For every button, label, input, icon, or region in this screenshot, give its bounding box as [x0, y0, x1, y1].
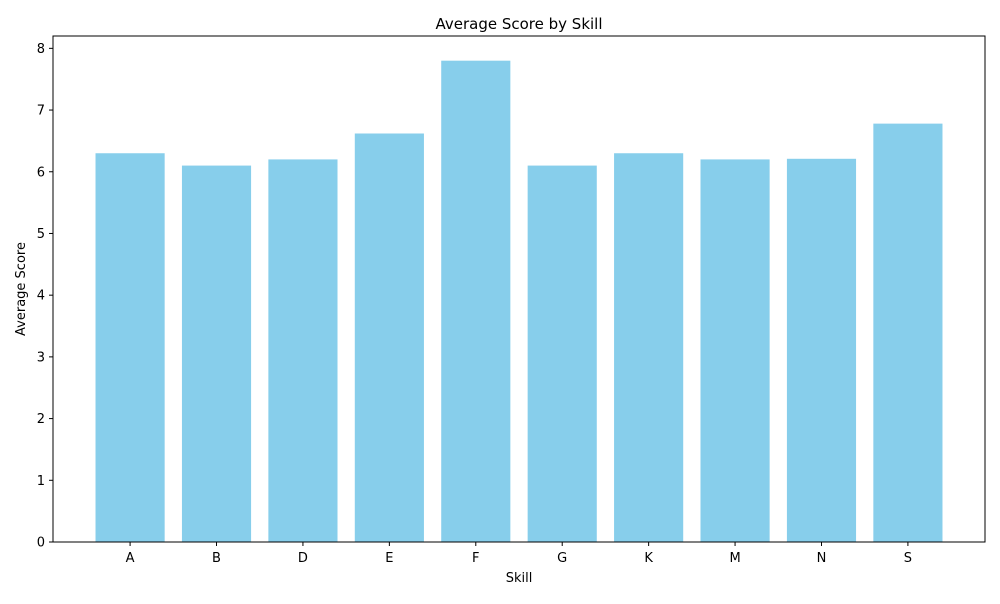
y-tick-label: 0 [37, 536, 45, 551]
x-tick-label: G [557, 551, 567, 566]
bar-S [873, 123, 943, 542]
chart-title: Average Score by Skill [435, 15, 602, 33]
x-tick-label: F [472, 551, 479, 566]
bar-E [354, 133, 424, 542]
x-tick-label: M [729, 551, 740, 566]
y-tick-label: 8 [37, 42, 45, 57]
x-tick-label: K [644, 551, 653, 566]
bar-A [95, 153, 165, 542]
bar-B [181, 165, 252, 542]
y-tick-label: 1 [37, 474, 45, 489]
bars-group [95, 60, 943, 543]
plot-frame [52, 35, 986, 543]
bar-G [527, 165, 597, 542]
y-axis-label: Average Score [14, 242, 29, 336]
x-tick-label: E [385, 551, 393, 566]
y-tick-label: 5 [37, 227, 45, 242]
bar-K [614, 153, 684, 542]
x-axis-label: Skill [506, 571, 533, 586]
bar-D [268, 159, 338, 543]
y-tick-label: 2 [37, 412, 45, 427]
x-tick-label: N [817, 551, 827, 566]
bar-F [441, 60, 511, 543]
bar-N [786, 158, 857, 543]
y-tick-label: 7 [37, 104, 45, 119]
x-tick-label: B [212, 551, 221, 566]
bar-M [700, 159, 770, 543]
x-tick-label: D [298, 551, 308, 566]
x-tick-label: S [904, 551, 912, 566]
y-tick-label: 3 [37, 350, 45, 365]
y-tick-label: 4 [37, 289, 45, 304]
x-tick-label: A [126, 551, 135, 566]
y-tick-label: 6 [37, 165, 45, 180]
y-axis-ticks: 0 1 2 3 4 5 6 7 8 [37, 42, 53, 551]
